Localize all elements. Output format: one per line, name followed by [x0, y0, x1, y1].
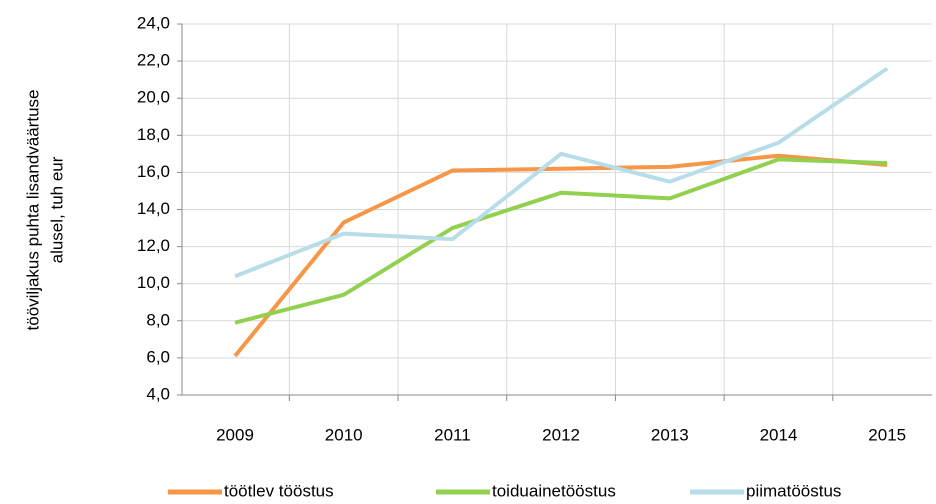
x-tick-label: 2013 [651, 425, 689, 444]
legend-label: töötlev tööstus [224, 481, 334, 500]
y-tick-label: 12,0 [137, 236, 170, 255]
y-tick-label: 8,0 [146, 310, 170, 329]
y-tick-label: 4,0 [146, 384, 170, 403]
y-tick-label: 20,0 [137, 88, 170, 107]
y-tick-label: 18,0 [137, 125, 170, 144]
series-line [234, 157, 888, 325]
y-tick-label: 16,0 [137, 162, 170, 181]
y-tick-label: 24,0 [137, 13, 170, 32]
y-axis-label: tööviljakus puhta lisandväärtuse [23, 90, 42, 331]
x-tick-label: 2009 [216, 425, 254, 444]
x-tick-label: 2010 [325, 425, 363, 444]
y-tick-label: 22,0 [137, 51, 170, 70]
x-tick-label: 2015 [868, 425, 906, 444]
y-axis-label: alusel, tuh eur [47, 156, 66, 263]
y-tick-label: 10,0 [137, 273, 170, 292]
x-tick-label: 2012 [542, 425, 580, 444]
legend-label: toiduainetööstus [492, 481, 616, 500]
y-tick-label: 6,0 [146, 347, 170, 366]
series-line [233, 153, 888, 358]
y-tick-label: 14,0 [137, 199, 170, 218]
legend-label: piimatööstus [746, 481, 841, 500]
x-tick-label: 2014 [760, 425, 798, 444]
x-tick-label: 2011 [434, 425, 471, 444]
series-line [234, 66, 889, 279]
